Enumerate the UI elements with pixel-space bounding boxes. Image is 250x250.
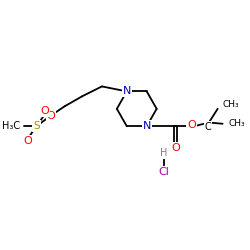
Text: O: O (171, 143, 180, 153)
Text: C: C (204, 122, 211, 132)
Text: H: H (160, 148, 168, 158)
Text: O: O (41, 106, 50, 116)
Text: Cl: Cl (159, 166, 170, 176)
Text: H₃C: H₃C (2, 121, 20, 131)
Text: N: N (142, 121, 151, 131)
Text: O: O (46, 110, 55, 120)
Text: N: N (122, 86, 131, 97)
Text: CH₃: CH₃ (229, 119, 246, 128)
Text: CH₃: CH₃ (222, 100, 239, 109)
Text: O: O (187, 120, 196, 130)
Text: S: S (33, 121, 40, 131)
Text: O: O (24, 136, 32, 146)
